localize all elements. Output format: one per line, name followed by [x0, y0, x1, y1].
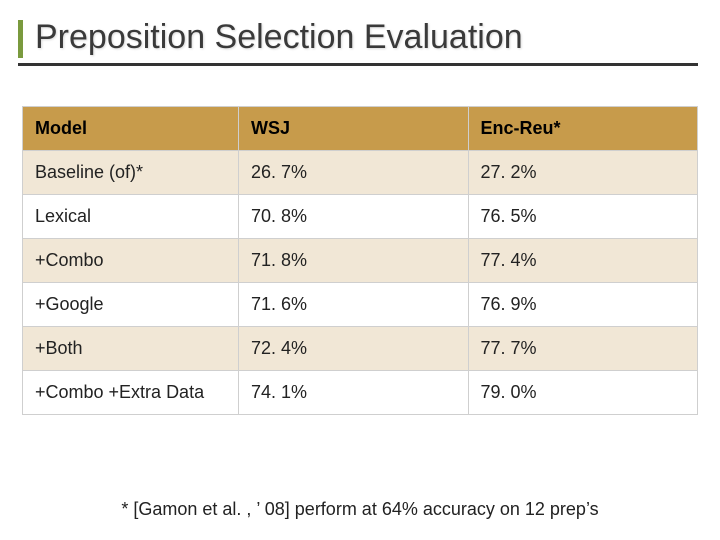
cell-model: +Google	[23, 283, 239, 327]
table-header-row: Model WSJ Enc-Reu*	[23, 107, 698, 151]
table-row: Baseline (of)* 26. 7% 27. 2%	[23, 151, 698, 195]
table-row: +Combo +Extra Data 74. 1% 79. 0%	[23, 371, 698, 415]
cell-wsj: 71. 6%	[239, 283, 469, 327]
table-row: +Both 72. 4% 77. 7%	[23, 327, 698, 371]
cell-enc: 77. 7%	[468, 327, 698, 371]
table-container: Model WSJ Enc-Reu* Baseline (of)* 26. 7%…	[0, 66, 720, 415]
cell-model: +Both	[23, 327, 239, 371]
page-title: Preposition Selection Evaluation	[30, 18, 720, 57]
evaluation-table: Model WSJ Enc-Reu* Baseline (of)* 26. 7%…	[22, 106, 698, 415]
col-header-model: Model	[23, 107, 239, 151]
accent-bar	[18, 20, 23, 58]
cell-wsj: 26. 7%	[239, 151, 469, 195]
cell-enc: 76. 9%	[468, 283, 698, 327]
footnote: * [Gamon et al. , ’ 08] perform at 64% a…	[0, 499, 720, 520]
table-row: Lexical 70. 8% 76. 5%	[23, 195, 698, 239]
cell-wsj: 71. 8%	[239, 239, 469, 283]
cell-enc: 76. 5%	[468, 195, 698, 239]
cell-model: Baseline (of)*	[23, 151, 239, 195]
title-block: Preposition Selection Evaluation	[0, 0, 720, 66]
cell-model: +Combo	[23, 239, 239, 283]
cell-wsj: 72. 4%	[239, 327, 469, 371]
table-row: +Combo 71. 8% 77. 4%	[23, 239, 698, 283]
col-header-wsj: WSJ	[239, 107, 469, 151]
col-header-enc: Enc-Reu*	[468, 107, 698, 151]
table-row: +Google 71. 6% 76. 9%	[23, 283, 698, 327]
cell-model: Lexical	[23, 195, 239, 239]
cell-enc: 77. 4%	[468, 239, 698, 283]
cell-wsj: 74. 1%	[239, 371, 469, 415]
title-underline	[18, 63, 698, 66]
cell-enc: 27. 2%	[468, 151, 698, 195]
cell-wsj: 70. 8%	[239, 195, 469, 239]
cell-model: +Combo +Extra Data	[23, 371, 239, 415]
cell-enc: 79. 0%	[468, 371, 698, 415]
